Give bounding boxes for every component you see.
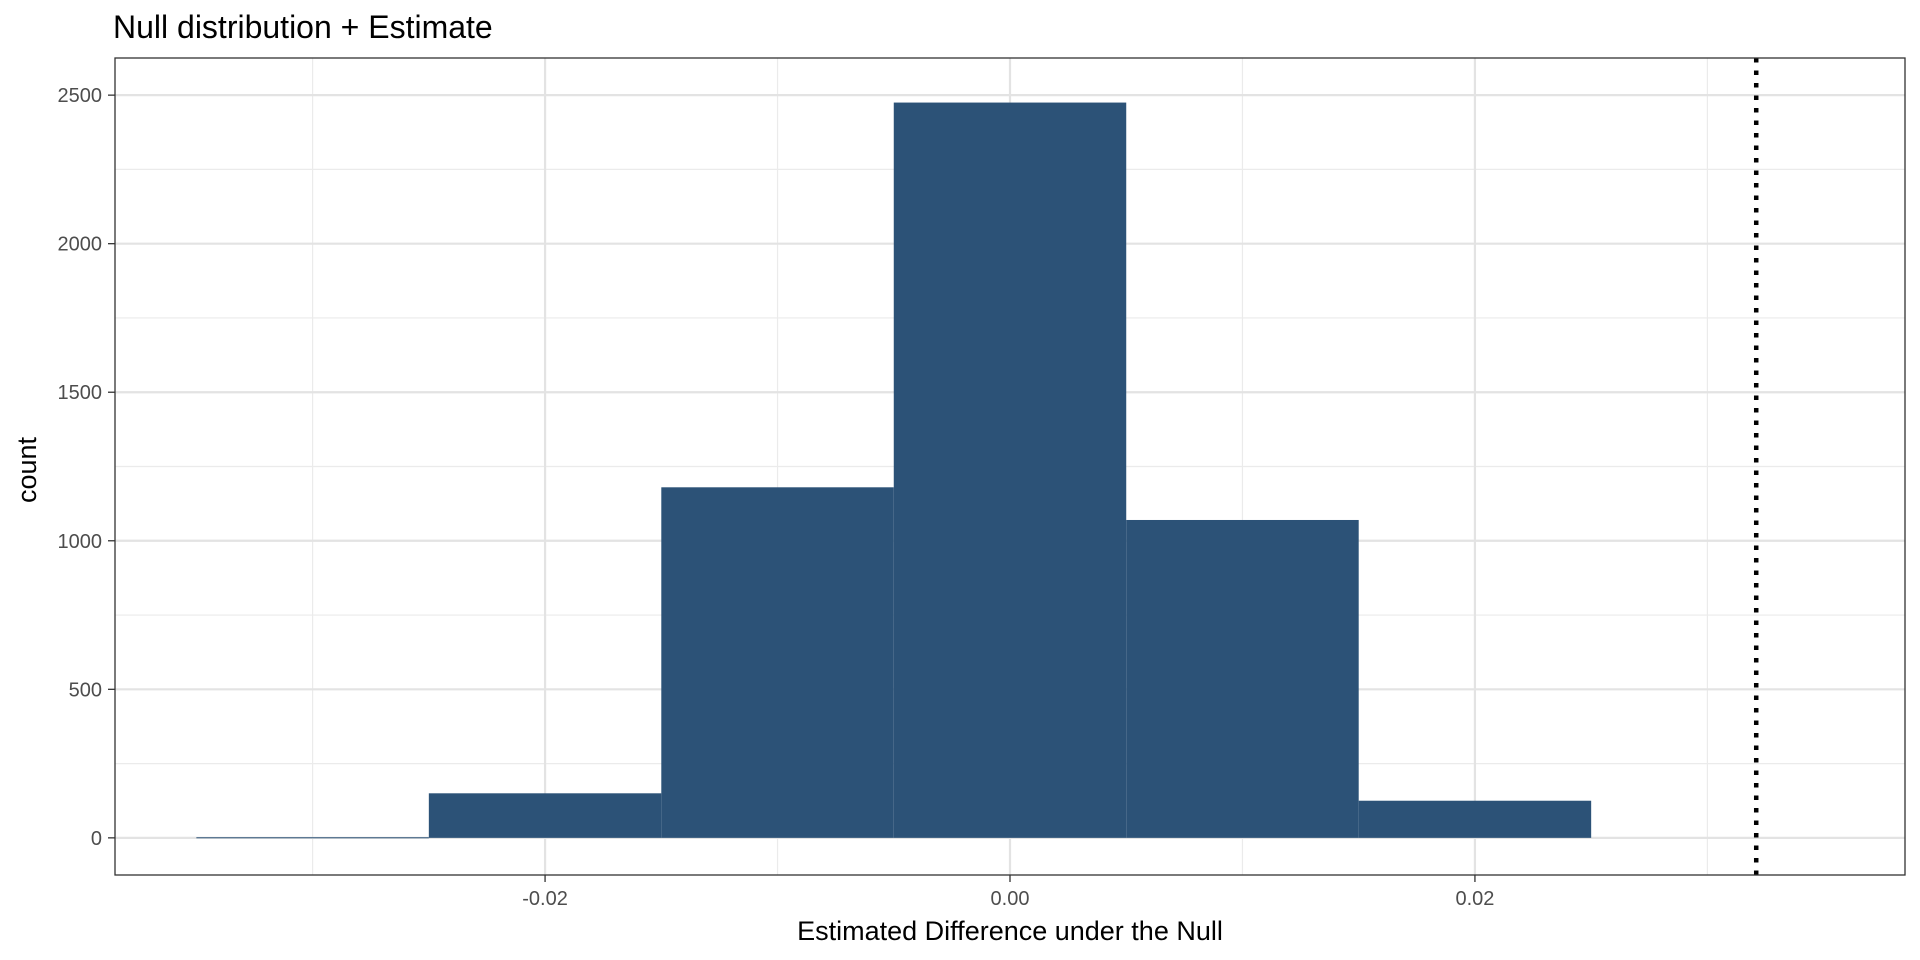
x-axis-ticks: -0.02 0.00 0.02 <box>522 875 1494 910</box>
y-tick-label: 500 <box>69 679 102 701</box>
x-tick-label: -0.02 <box>522 888 568 910</box>
histogram-bars <box>196 102 1592 839</box>
histogram-bar <box>893 102 1127 838</box>
y-tick-label: 1000 <box>58 531 103 553</box>
chart-title: Null distribution + Estimate <box>113 9 493 45</box>
histogram-bar <box>428 793 662 838</box>
x-tick-label: 0.02 <box>1455 888 1494 910</box>
histogram-bar <box>661 487 894 838</box>
x-tick-label: 0.00 <box>991 888 1030 910</box>
y-tick-label: 2000 <box>58 234 103 256</box>
histogram-bar <box>1126 519 1359 838</box>
y-axis-ticks: 0 500 1000 1500 2000 2500 <box>58 85 115 850</box>
histogram-bar <box>196 837 429 839</box>
y-tick-label: 2500 <box>58 85 103 107</box>
y-tick-label: 1500 <box>58 382 103 404</box>
histogram-bar <box>1358 800 1592 838</box>
y-tick-label: 0 <box>91 828 102 850</box>
y-axis-title: count <box>12 436 42 503</box>
x-axis-title: Estimated Difference under the Null <box>797 916 1223 946</box>
